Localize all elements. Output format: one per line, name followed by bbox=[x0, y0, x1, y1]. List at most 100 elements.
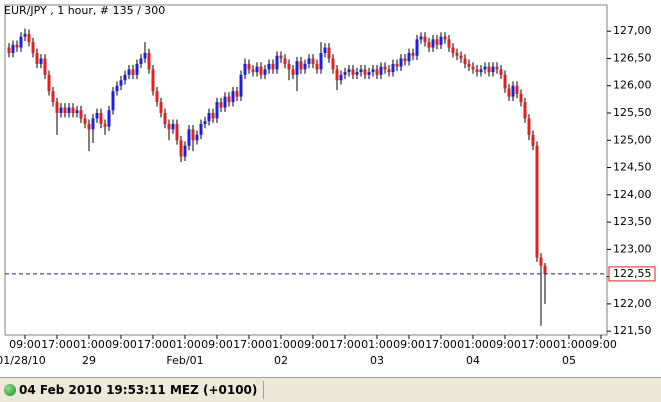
candle-body bbox=[87, 123, 91, 130]
candle-body bbox=[479, 69, 483, 73]
candle-body bbox=[475, 69, 479, 73]
x-tick-label: 01:00 bbox=[361, 338, 393, 351]
x-tick-label: 17:00 bbox=[41, 338, 73, 351]
candle-body bbox=[235, 91, 239, 97]
candle-body bbox=[351, 69, 355, 75]
candle-body bbox=[383, 66, 387, 70]
candle-body bbox=[259, 66, 263, 75]
candle-body bbox=[471, 66, 475, 70]
current-price-box bbox=[608, 266, 656, 282]
candle-body bbox=[427, 42, 431, 48]
x-tick-label: 01:00 bbox=[169, 338, 201, 351]
candle-body bbox=[511, 85, 515, 97]
date-tick-label: Feb/01 bbox=[166, 354, 203, 367]
candle-body bbox=[287, 63, 291, 70]
date-tick-label: 04 bbox=[466, 354, 480, 367]
candle-body bbox=[239, 74, 243, 97]
candle-body bbox=[175, 123, 179, 141]
x-tick-label: 01:00 bbox=[73, 338, 105, 351]
x-tick-label: 09:00 bbox=[105, 338, 137, 351]
candle-body bbox=[283, 58, 287, 64]
candle-body bbox=[167, 123, 171, 130]
candle-body bbox=[223, 96, 227, 108]
candle-body bbox=[43, 58, 47, 75]
candle-body bbox=[519, 93, 523, 103]
x-tick-label: 17:00 bbox=[329, 338, 361, 351]
candle-body bbox=[363, 69, 367, 75]
candle-body bbox=[179, 140, 183, 157]
candle-body bbox=[115, 85, 119, 92]
candle-body bbox=[67, 107, 71, 113]
candle-body bbox=[51, 91, 55, 103]
candle-body bbox=[199, 123, 203, 135]
candle-body bbox=[371, 69, 375, 73]
candle-body bbox=[207, 113, 211, 122]
candle-body bbox=[439, 36, 443, 45]
status-icon bbox=[4, 384, 16, 396]
candle-body bbox=[423, 36, 427, 43]
candle-body bbox=[151, 69, 155, 92]
candle-body bbox=[335, 69, 339, 81]
candle-body bbox=[59, 107, 63, 113]
x-tick-label: 09:00 bbox=[201, 338, 233, 351]
candle-body bbox=[379, 66, 383, 75]
candle-body bbox=[171, 123, 175, 130]
x-tick-label: 09:00 bbox=[585, 338, 617, 351]
candle-body bbox=[55, 102, 59, 113]
candle-body bbox=[535, 145, 539, 258]
candle-body bbox=[7, 47, 11, 53]
candle-body bbox=[191, 129, 195, 141]
candle-body bbox=[339, 74, 343, 81]
candle-body bbox=[63, 107, 67, 113]
candle-body bbox=[411, 53, 415, 56]
candle-body bbox=[291, 69, 295, 75]
candle-body bbox=[499, 69, 503, 75]
candle-body bbox=[311, 58, 315, 64]
x-tick-label: 09:00 bbox=[9, 338, 41, 351]
candle-body bbox=[327, 47, 331, 59]
y-tick-label: 125,50 bbox=[613, 106, 652, 119]
candle-body bbox=[227, 96, 231, 103]
y-tick-label: 123,00 bbox=[613, 242, 652, 255]
candle-body bbox=[103, 123, 107, 127]
candle-body bbox=[355, 72, 359, 75]
candle-body bbox=[495, 66, 499, 70]
x-tick-label: 01:00 bbox=[265, 338, 297, 351]
candle-body bbox=[295, 61, 299, 75]
candle-body bbox=[467, 63, 471, 67]
x-tick-label: 09:00 bbox=[393, 338, 425, 351]
candle-body bbox=[319, 53, 323, 70]
candle-body bbox=[119, 80, 123, 86]
x-tick-label: 09:00 bbox=[297, 338, 329, 351]
candle-body bbox=[515, 85, 519, 94]
candle-body bbox=[71, 107, 75, 113]
candle-body bbox=[359, 69, 363, 73]
candle-body bbox=[531, 134, 535, 146]
x-tick-label: 17:00 bbox=[233, 338, 265, 351]
y-tick-label: 123,50 bbox=[613, 215, 652, 228]
y-tick-label: 126,50 bbox=[613, 51, 652, 64]
candle-body bbox=[19, 36, 23, 48]
candle-body bbox=[39, 58, 43, 64]
candle-body bbox=[507, 88, 511, 97]
candle-body bbox=[143, 53, 147, 59]
candle-body bbox=[231, 91, 235, 103]
candle-body bbox=[79, 110, 83, 119]
candle-body bbox=[415, 39, 419, 56]
x-tick-label: 01:00 bbox=[457, 338, 489, 351]
status-bar: 04 Feb 2010 19:53:11 MEZ (+0100) bbox=[0, 377, 661, 402]
y-tick-label: 126,00 bbox=[613, 79, 652, 92]
candle-body bbox=[491, 66, 495, 73]
candle-body bbox=[419, 36, 423, 40]
candle-body bbox=[263, 69, 267, 75]
candle-body bbox=[431, 39, 435, 48]
candle-body bbox=[315, 63, 319, 70]
candle-body bbox=[375, 69, 379, 75]
candle-body bbox=[11, 44, 15, 53]
x-tick-label: 09:00 bbox=[489, 338, 521, 351]
candle-body bbox=[123, 74, 127, 81]
candle-body bbox=[95, 113, 99, 119]
current-price-label: 122,55 bbox=[613, 267, 652, 280]
date-tick-label: 01/28/10 bbox=[0, 354, 46, 367]
